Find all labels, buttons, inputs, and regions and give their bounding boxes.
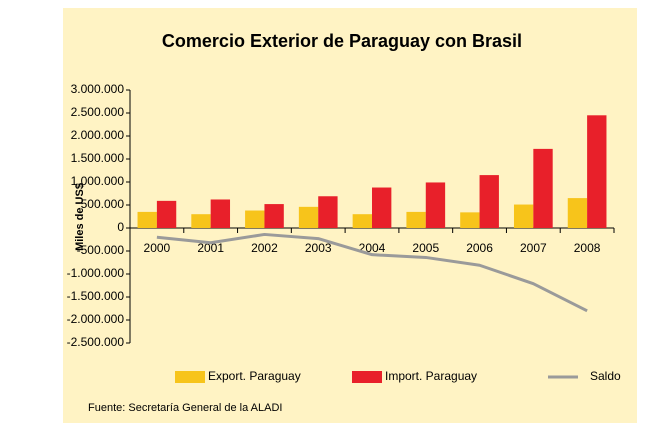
y-tick-label: 500.000 [81,197,125,211]
y-tick-label: 3.000.000 [71,82,125,96]
y-tick-label: -2.000.000 [67,312,125,326]
chart-title: Comercio Exterior de Paraguay con Brasil [162,31,522,51]
x-tick-label: 2006 [466,241,493,255]
legend-swatch [352,371,382,383]
source: Fuente: Secretaría General de la ALADI [88,402,282,414]
x-tick-label: 2003 [305,241,332,255]
bar [567,198,588,228]
bar [156,200,177,228]
bar [460,212,480,228]
y-tick-label: 0 [117,220,124,234]
y-tick-label: -1.000.000 [67,266,125,280]
bar [425,182,446,228]
bar [298,206,319,228]
y-tick-label: 2.500.000 [71,105,125,119]
bar [264,204,284,228]
bar [406,211,426,228]
bar [137,211,157,228]
y-tick-label: 1.000.000 [71,174,125,188]
x-tick-label: 2000 [144,241,171,255]
y-tick-label: 2.000.000 [71,128,125,142]
legend-swatch [175,371,205,383]
legend-label: Saldo [590,369,621,383]
bar [533,148,553,228]
y-tick-label: -1.500.000 [67,289,125,303]
bar [318,196,338,228]
y-tick-label: 1.500.000 [71,151,125,165]
bar [587,115,607,228]
x-tick-label: 2008 [574,241,601,255]
bar [372,187,392,228]
y-axis-label: Miles de US$ [74,183,86,251]
legend-label: Import. Paraguay [385,369,477,383]
bar [352,214,372,228]
x-tick-label: 2007 [520,241,547,255]
bar [479,175,499,228]
legend-label: Export. Paraguay [208,369,301,383]
bar [513,204,534,228]
y-tick-label: -500.000 [77,243,125,257]
bar [191,214,211,228]
line [156,232,588,313]
x-tick-label: 2005 [412,241,439,255]
x-tick-label: 2002 [251,241,278,255]
bar [245,210,265,228]
bar [210,199,231,228]
x-tick-label: 2001 [197,241,224,255]
y-tick-label: -2.500.000 [67,335,125,349]
